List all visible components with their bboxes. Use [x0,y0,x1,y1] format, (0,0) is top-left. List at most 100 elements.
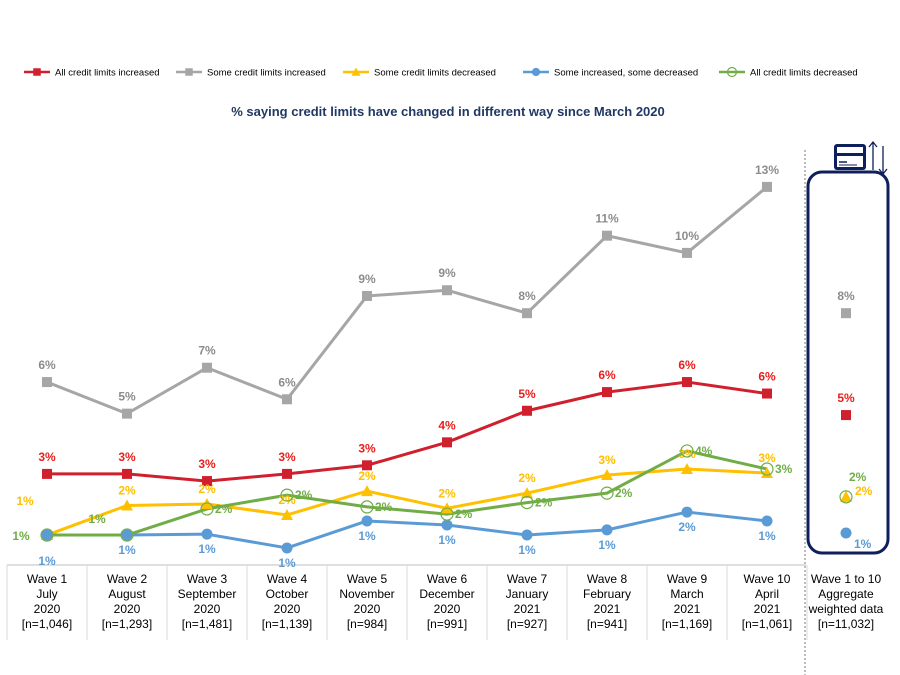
x-tick-label: Wave 9 [667,572,708,586]
data-point-square [522,308,532,319]
data-label: 3% [278,450,296,464]
data-point-open-circle [440,507,454,521]
data-point-circle [41,529,53,541]
data-label: 13% [755,163,779,177]
data-point-circle [281,542,293,554]
series-line [47,510,768,550]
card-stripe [837,147,863,153]
data-label: 1% [758,529,776,543]
x-tick-label: [n=1,169] [662,617,712,631]
data-point-square [762,388,772,399]
data-label: 6% [678,358,696,372]
x-tick-label: March [670,587,703,601]
x-tick-label: October [266,587,309,601]
data-label: 1% [118,543,136,557]
aggregate-tick-label: [n=11,032] [818,617,874,631]
data-label: 1% [198,542,216,556]
data-point-circle [761,515,773,527]
data-label: 10% [675,229,699,243]
data-label: 3% [358,441,376,455]
data-label: 3% [758,451,776,465]
data-point-square [442,285,452,296]
legend-label: All credit limits decreased [750,68,858,79]
data-label: 2% [455,507,473,521]
chart-title: % saying credit limits have changed in d… [231,104,665,119]
data-point-square [202,362,212,373]
data-point-open-circle [839,490,853,504]
data-point-square [122,468,132,479]
data-point-triangle [601,469,613,481]
data-label: 3% [775,462,793,476]
data-label: 6% [598,368,616,382]
credit-card-up-down-arrows-icon [834,140,888,176]
data-point-square [522,405,532,416]
data-point-square [202,476,212,487]
data-point-square [42,468,52,479]
data-label: 3% [118,450,136,464]
data-label: 2% [678,520,696,534]
x-tick-label: November [339,587,394,601]
x-tick-label: 2020 [274,602,301,616]
data-point-triangle [201,498,213,510]
aggregate-tick-label: Wave 1 to 10 [811,572,882,586]
data-point-triangle [281,508,293,520]
x-tick-label: April [755,587,779,601]
data-label: 6% [38,358,56,372]
data-point-open-circle [280,488,294,502]
data-label: 2% [215,502,233,516]
data-point-circle [681,506,693,518]
data-point-triangle [361,485,373,497]
data-point-open-circle [760,462,774,476]
aggregate-data-label: 5% [837,391,855,405]
data-label: 1% [518,543,536,557]
data-point-triangle [761,467,773,479]
x-tick-label: December [419,587,474,601]
data-label: 2% [535,496,553,510]
x-tick-label: 2020 [194,602,221,616]
data-label: 3% [678,447,696,461]
data-point-circle [531,67,541,77]
x-tick-label: Wave 1 [27,572,68,586]
data-label: 2% [518,471,536,485]
data-label: 11% [595,212,619,226]
data-label: 1% [358,529,376,543]
data-label: 1% [598,538,616,552]
data-point-square [602,230,612,241]
x-tick-label: February [583,587,631,601]
x-tick-label: Wave 2 [107,572,148,586]
x-tick-label: 2021 [514,602,541,616]
data-label: 2% [615,486,633,500]
data-point-square [362,290,372,301]
data-point-triangle [681,463,693,475]
data-label: 3% [198,457,216,471]
data-label: 4% [438,418,456,432]
x-tick-label: Wave 6 [427,572,468,586]
x-tick-label: [n=984] [347,617,387,631]
data-point-triangle [121,499,133,511]
legend-label: Some credit limits decreased [374,68,496,79]
aggregate-data-label: 2% [849,470,867,484]
data-point-square [42,377,52,388]
x-tick-label: [n=1,046] [22,617,72,631]
series-line [47,380,768,483]
data-label: 6% [758,370,776,384]
data-point-open-circle [200,502,214,516]
legend-label: Some credit limits increased [207,68,326,79]
aggregate-tick-label: weighted data [808,602,884,616]
data-point-circle [361,515,373,527]
x-tick-label: Wave 4 [267,572,308,586]
data-point-square [362,460,372,471]
data-label: 5% [118,390,136,404]
aggregate-tick-label: Aggregate [818,587,874,601]
x-tick-label: [n=991] [427,617,467,631]
data-point-square [602,387,612,398]
x-tick-label: Wave 8 [587,572,628,586]
x-tick-label: 2021 [674,602,701,616]
data-label: 1% [438,533,456,547]
x-tick-label: [n=1,293] [102,617,152,631]
x-tick-label: 2020 [114,602,141,616]
data-point-square [841,308,851,319]
data-point-open-circle [120,528,134,542]
data-label: 2% [295,488,313,502]
